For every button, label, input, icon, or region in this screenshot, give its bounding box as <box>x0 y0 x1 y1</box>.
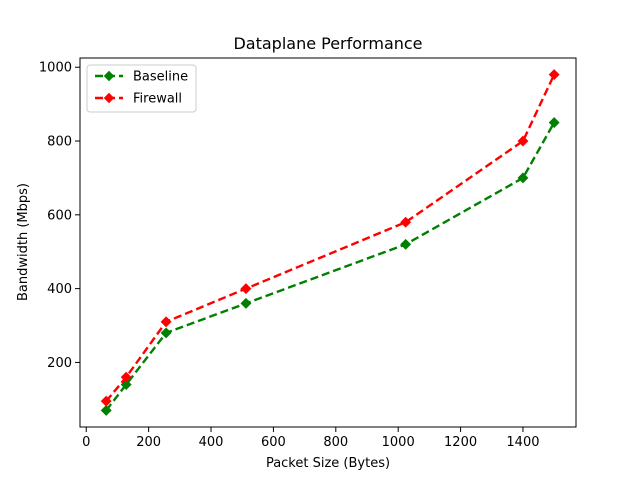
data-point-firewall <box>548 69 560 81</box>
legend: Baseline Firewall <box>86 64 197 113</box>
x-tick-label: 1200 <box>444 435 477 450</box>
y-tick-label: 600 <box>47 208 72 223</box>
series-line-firewall <box>105 74 556 402</box>
y-tick-label: 800 <box>47 135 72 150</box>
data-point-firewall <box>517 135 529 147</box>
x-tick-label: 800 <box>323 435 348 450</box>
x-tick-label: 400 <box>199 435 224 450</box>
x-axis: 0 200 400 600 800 1000 1200 1400 <box>82 427 540 450</box>
data-point-baseline <box>400 238 412 250</box>
plot-area <box>100 69 560 416</box>
legend-label-baseline: Baseline <box>133 70 188 85</box>
chart-title: Dataplane Performance <box>233 34 422 53</box>
y-tick-label: 400 <box>47 282 72 297</box>
y-tick-label: 1000 <box>39 61 72 76</box>
data-point-baseline <box>548 117 560 129</box>
x-tick-label: 1400 <box>506 435 539 450</box>
data-point-baseline <box>240 297 252 309</box>
x-tick-label: 600 <box>261 435 286 450</box>
x-tick-label: 0 <box>82 435 90 450</box>
legend-marker-firewall <box>103 92 115 104</box>
data-point-firewall <box>120 371 132 383</box>
data-point-baseline <box>100 404 112 416</box>
y-axis-label: Bandwidth (Mbps) <box>16 183 31 301</box>
data-point-baseline <box>160 327 172 339</box>
x-tick-label: 200 <box>136 435 161 450</box>
y-axis: 200 400 600 800 1000 <box>39 61 80 371</box>
y-tick-label: 200 <box>47 356 72 371</box>
legend-label-firewall: Firewall <box>133 92 182 107</box>
data-point-firewall <box>100 395 112 407</box>
data-point-firewall <box>160 316 172 328</box>
legend-marker-baseline <box>103 70 115 82</box>
data-point-firewall <box>240 283 252 295</box>
plot-frame <box>79 57 577 428</box>
x-tick-label: 1000 <box>382 435 415 450</box>
data-point-firewall <box>400 216 412 228</box>
x-axis-label: Packet Size (Bytes) <box>266 456 390 471</box>
data-point-baseline <box>517 172 529 184</box>
